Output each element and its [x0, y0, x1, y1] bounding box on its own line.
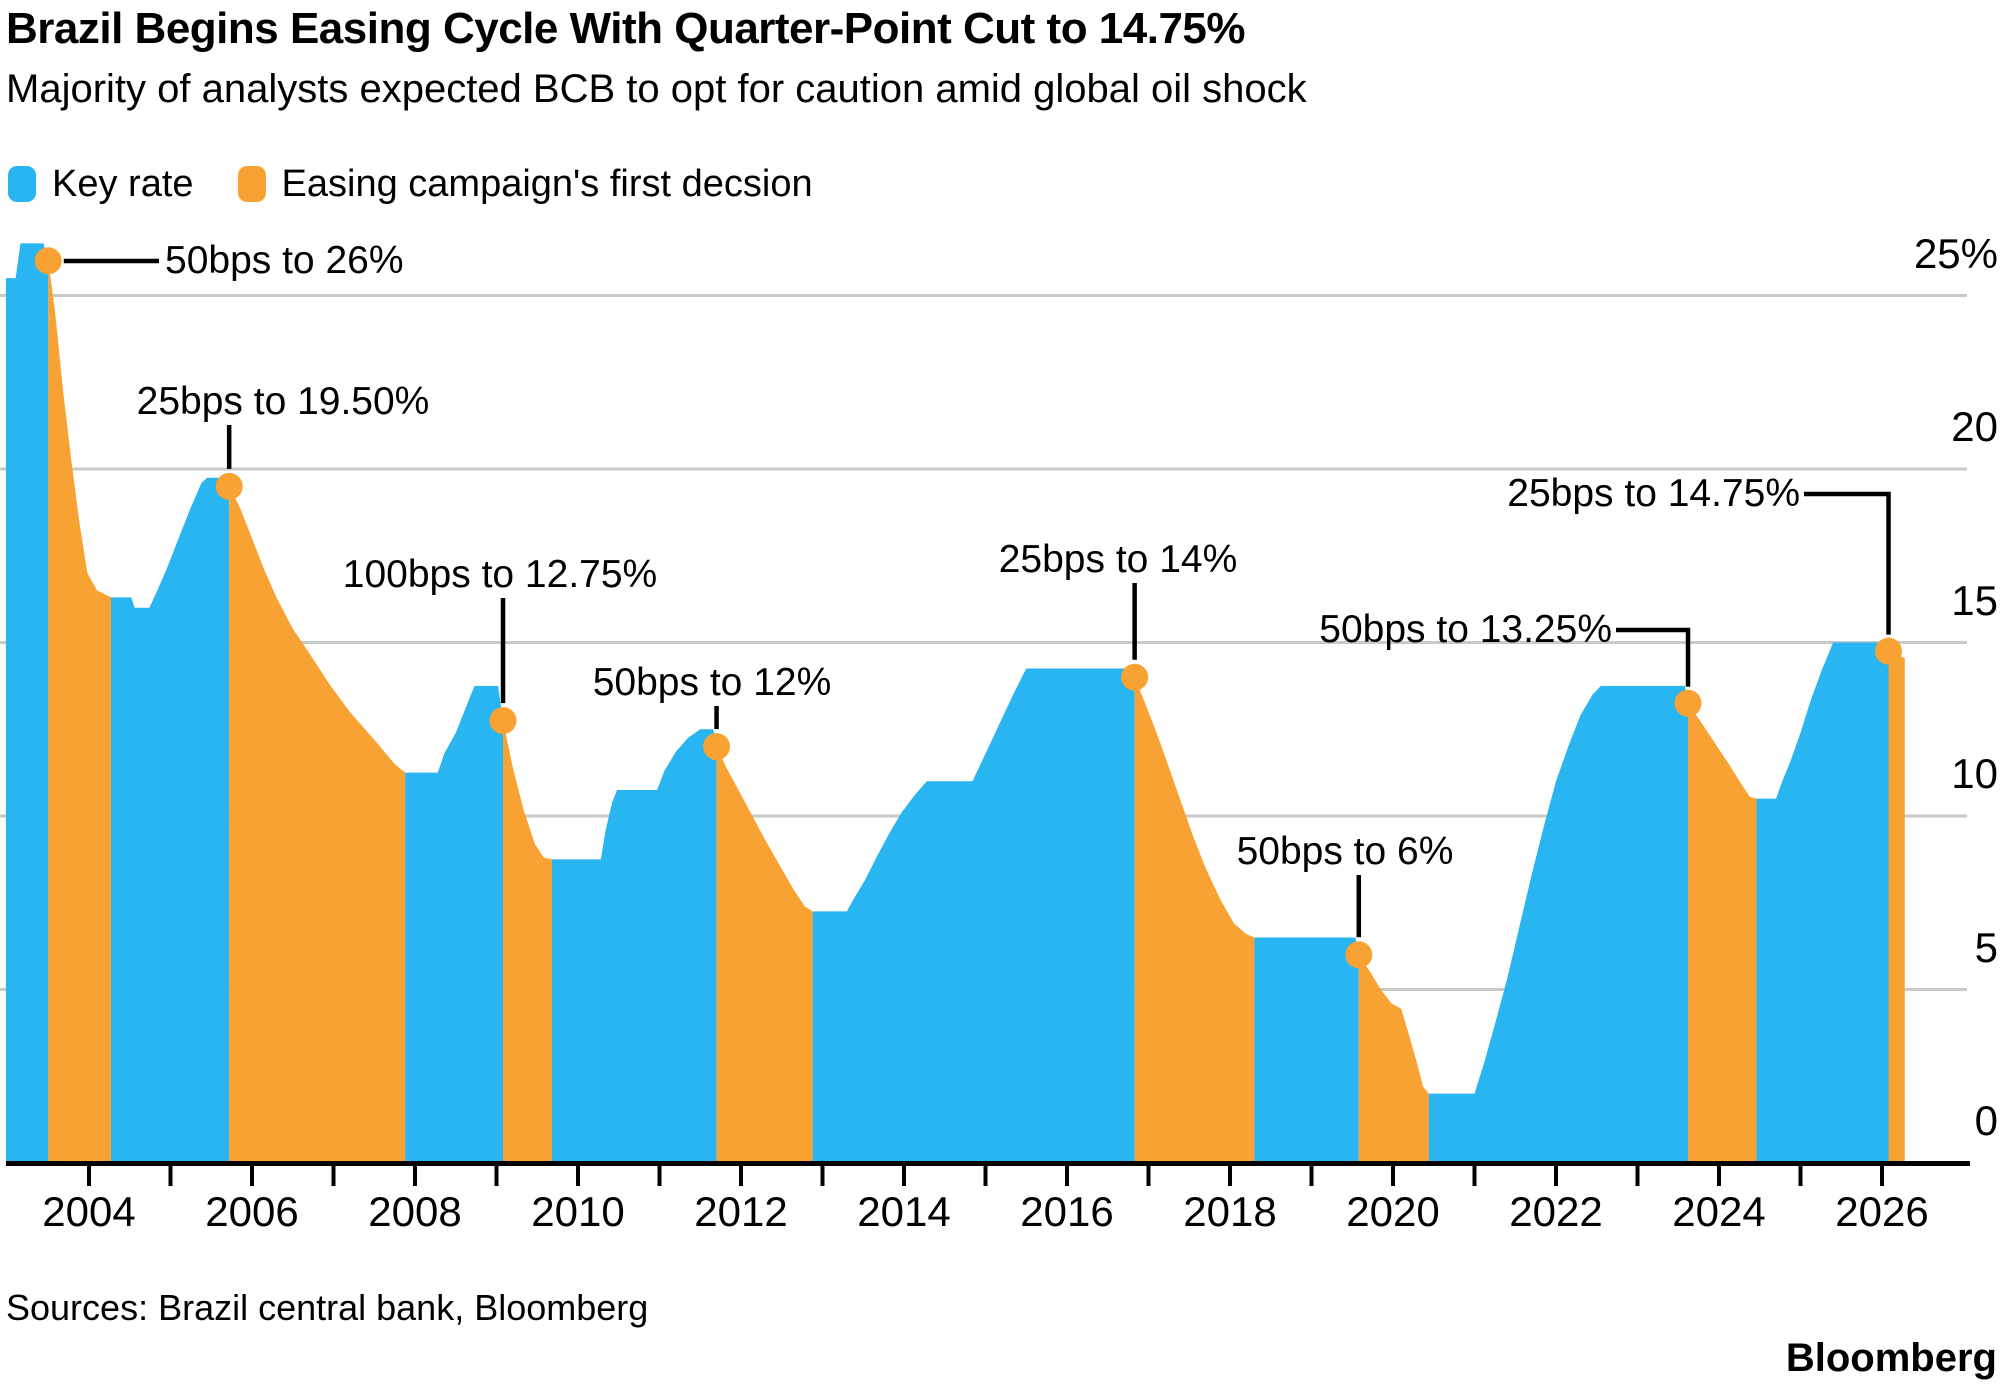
area-segment-key_rate	[111, 477, 230, 1161]
x-axis-label: 2026	[1835, 1188, 1929, 1235]
x-axis-tick	[1146, 1166, 1151, 1186]
annotation-label: 25bps to 19.50%	[136, 380, 430, 423]
x-axis-label: 2010	[531, 1188, 625, 1235]
decision-dot	[215, 472, 243, 500]
area-segment-key_rate	[1428, 685, 1688, 1161]
area-segment-easing	[1358, 954, 1429, 1161]
legend-label: Easing campaign's first decsion	[281, 163, 813, 205]
annotation-label: 50bps to 12%	[592, 661, 832, 704]
annotation-label: 100bps to 12.75%	[342, 553, 658, 596]
legend-swatch-icon	[237, 166, 266, 202]
x-axis-tick	[983, 1166, 988, 1186]
x-axis-tick	[331, 1166, 336, 1186]
y-axis-label: 5	[1974, 923, 1998, 971]
x-axis-label: 2006	[205, 1188, 299, 1235]
y-axis-label: 20	[1951, 403, 1998, 450]
legend-item-easing: Easing campaign's first decsion	[237, 163, 813, 205]
area-segment-easing	[503, 720, 552, 1161]
decision-dot	[703, 733, 731, 761]
area-segment-easing	[1134, 677, 1255, 1161]
decision-dot	[1345, 941, 1373, 969]
x-axis-tick	[902, 1166, 906, 1186]
area-segment-key_rate	[1756, 642, 1889, 1161]
x-axis-tick	[1472, 1166, 1477, 1186]
x-axis-label: 2022	[1509, 1188, 1603, 1235]
x-axis-label: 2020	[1346, 1188, 1440, 1235]
area-segment-key_rate	[5, 243, 49, 1161]
annotation-label: 25bps to 14.75%	[1507, 472, 1800, 515]
x-axis-label: 2014	[857, 1188, 951, 1235]
page-subtitle: Majority of analysts expected BCB to opt…	[6, 67, 1307, 111]
annotation-connector	[1616, 627, 1691, 687]
x-axis-tick	[250, 1166, 254, 1186]
x-axis-tick	[576, 1166, 580, 1186]
x-axis-tick	[413, 1166, 417, 1186]
x-axis-tick	[1717, 1166, 1721, 1186]
area-segment-easing	[48, 260, 111, 1161]
x-axis-label: 2008	[368, 1188, 462, 1235]
x-axis-tick	[494, 1166, 499, 1186]
x-axis-tick	[657, 1166, 662, 1186]
x-axis-tick	[1880, 1166, 1884, 1186]
annotation-label: 50bps to 6%	[1236, 830, 1454, 873]
area-segment-easing	[1688, 703, 1757, 1161]
legend-swatch-icon	[8, 166, 36, 202]
x-axis-tick	[1391, 1166, 1395, 1186]
x-axis-tick	[1554, 1166, 1558, 1186]
x-axis-line	[6, 1161, 1970, 1166]
x-axis-tick	[1228, 1166, 1232, 1186]
y-axis-label: 25%	[1913, 229, 1998, 277]
bloomberg-logo: Bloomberg	[1785, 1336, 1997, 1380]
sources-note: Sources: Brazil central bank, Bloomberg	[6, 1287, 649, 1328]
decision-dot	[489, 707, 517, 735]
x-axis-tick	[168, 1166, 173, 1186]
decision-dot	[1674, 689, 1702, 717]
y-axis-label: 10	[1951, 750, 1998, 797]
x-axis-tick	[1309, 1166, 1314, 1186]
x-axis-label: 2004	[42, 1188, 136, 1235]
x-axis-label: 2012	[694, 1188, 788, 1235]
annotation-label: 50bps to 26%	[165, 239, 404, 282]
legend: Key rate Easing campaign's first decsion	[8, 164, 813, 204]
x-axis-label: 2016	[1020, 1188, 1114, 1235]
y-axis-label: 15	[1951, 576, 1998, 624]
x-axis-tick	[1635, 1166, 1640, 1186]
page-title: Brazil Begins Easing Cycle With Quarter-…	[6, 4, 1246, 53]
area-segment-easing	[716, 746, 813, 1161]
area-segment-key_rate	[812, 668, 1135, 1161]
area-segment-key_rate	[405, 685, 503, 1161]
area-segment-easing	[1888, 651, 1905, 1161]
annotation-label: 50bps to 13.25%	[1319, 608, 1612, 651]
x-axis-tick	[1065, 1166, 1069, 1186]
area-segment-key_rate	[1254, 937, 1359, 1161]
x-axis-label: 2018	[1183, 1188, 1277, 1235]
annotation-label: 25bps to 14%	[998, 538, 1238, 581]
legend-label: Key rate	[52, 163, 194, 205]
x-axis-tick	[739, 1166, 743, 1186]
x-axis-tick	[87, 1166, 91, 1186]
x-axis-tick	[820, 1166, 825, 1186]
decision-dot	[34, 247, 62, 275]
area-segment-easing	[229, 486, 406, 1161]
area-segment-key_rate	[551, 729, 717, 1161]
x-axis-tick	[1798, 1166, 1803, 1186]
annotation-connector	[1804, 491, 1891, 635]
x-axis-label: 2024	[1672, 1188, 1766, 1235]
decision-dot	[1875, 637, 1903, 665]
y-axis-label: 0	[1974, 1097, 1998, 1144]
decision-dot	[1121, 663, 1149, 691]
legend-item-key_rate: Key rate	[8, 164, 194, 204]
